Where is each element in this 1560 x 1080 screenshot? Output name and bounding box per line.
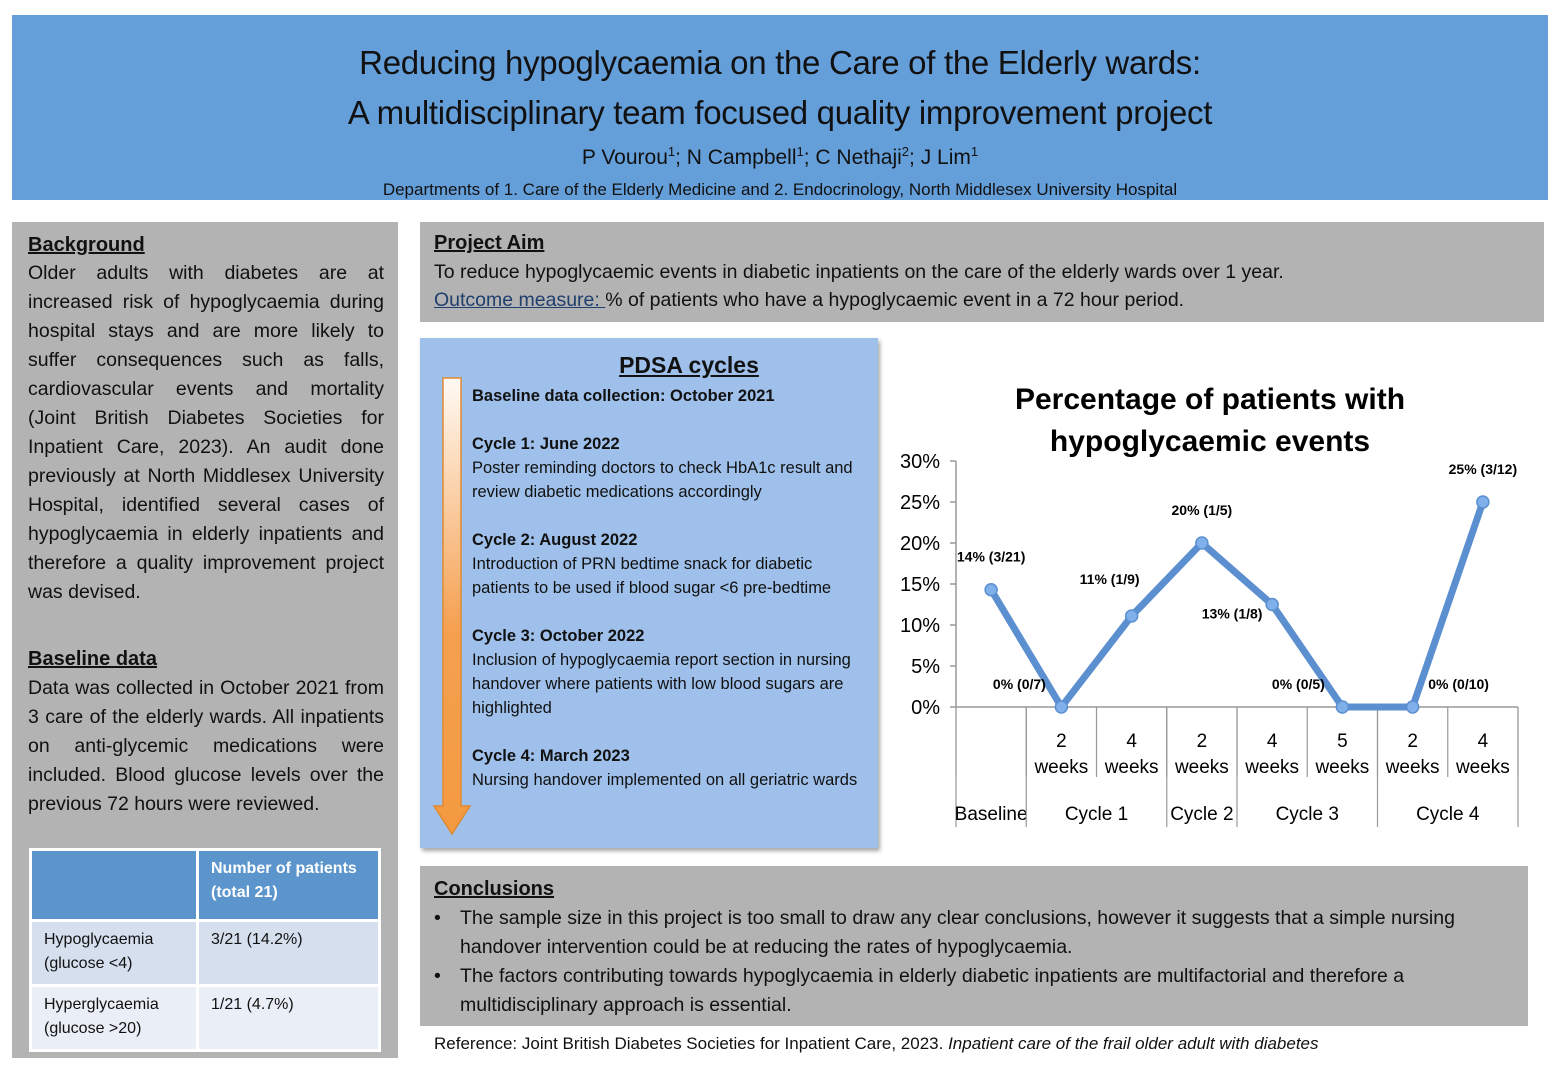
x-tick-label: weeks xyxy=(1314,757,1369,778)
x-tick-label: 4 xyxy=(1267,731,1278,752)
outcome-measure-link[interactable]: Outcome measure: xyxy=(434,289,606,311)
conclusions-panel: Conclusions • The sample size in this pro… xyxy=(420,866,1528,1026)
x-tick-label: weeks xyxy=(1385,757,1440,778)
chart-title: Percentage of patients with xyxy=(1015,383,1405,416)
data-point xyxy=(1124,609,1139,623)
data-point xyxy=(1195,536,1209,550)
author: C Nethaji2; xyxy=(815,144,921,169)
y-tick-label: 0% xyxy=(911,697,940,719)
data-point xyxy=(1265,597,1279,612)
data-label: 11% (1/9) xyxy=(1080,571,1140,587)
author: P Vourou1; xyxy=(581,144,687,169)
project-aim-panel: Project Aim To reduce hypoglycaemic even… xyxy=(420,222,1544,322)
x-tick-label: 4 xyxy=(1126,731,1137,752)
background-heading: Background xyxy=(28,234,145,256)
group-label: Cycle 4 xyxy=(1416,804,1480,825)
data-label: 25% (3/12) xyxy=(1449,461,1517,477)
y-tick-label: 20% xyxy=(900,533,940,555)
x-tick-label: 2 xyxy=(1197,731,1208,752)
baseline-heading: Baseline data xyxy=(28,648,157,670)
data-point xyxy=(1335,700,1350,714)
group-label: Baseline xyxy=(955,804,1028,825)
x-tick-label: weeks xyxy=(1455,757,1510,778)
background-text: Older adults with diabetes are at increa… xyxy=(28,262,384,603)
title-banner: Reducing hypoglycaemia on the Care of th… xyxy=(12,15,1548,200)
group-label: Cycle 1 xyxy=(1065,804,1128,825)
project-aim-heading: Project Aim xyxy=(434,232,545,254)
x-tick-label: 4 xyxy=(1478,731,1489,752)
table-header-cell: Number of patients (total 21) xyxy=(196,848,381,922)
data-label: 20% (1/5) xyxy=(1172,502,1233,518)
x-tick-label: weeks xyxy=(1174,757,1229,778)
table-header-row: Number of patients (total 21) xyxy=(29,848,381,922)
pdsa-item: Baseline data collection: October 2021 xyxy=(472,387,775,405)
author: J Lim1 xyxy=(920,144,979,169)
table-cell: 1/21 (4.7%) xyxy=(196,984,381,1052)
table-row: Hyperglycaemia (glucose >20) 1/21 (4.7%) xyxy=(29,984,381,1052)
outcome-measure-text: % of patients who have a hypoglycaemic e… xyxy=(605,289,1185,311)
pdsa-item: Cycle 3: October 2022 Inclusion of hypogl… xyxy=(472,627,851,717)
x-tick-label: 2 xyxy=(1407,731,1418,752)
conclusion-item: • The sample size in this project is too … xyxy=(434,904,1524,962)
pdsa-list: Baseline data collection: October 2021 C… xyxy=(472,384,872,816)
y-tick-label: 10% xyxy=(900,615,940,637)
bullet-icon: • xyxy=(434,965,441,987)
y-tick-label: 25% xyxy=(900,492,940,514)
authors: P Vourou1; N Campbell1; C Nethaji2; J Li… xyxy=(12,139,1548,171)
x-tick-label: 5 xyxy=(1337,731,1348,752)
timeline-arrow-icon xyxy=(432,377,472,836)
departments: Departments of 1. Care of the Elderly Me… xyxy=(382,180,1178,199)
data-point xyxy=(1054,700,1069,714)
table-row: Hypoglycaemia (glucose <4) 3/21 (14.2%) xyxy=(29,919,381,987)
outcome-measure: Outcome measure: % of patients who have … xyxy=(434,287,1184,313)
reference-title: Inpatient care of the frail older adult … xyxy=(948,1034,1319,1053)
y-tick-label: 30% xyxy=(900,451,940,473)
series-line xyxy=(987,498,1487,711)
data-label: 0% (0/7) xyxy=(993,676,1046,692)
x-tick-label: weeks xyxy=(1033,757,1088,778)
poster-title-line2: A multidisciplinary team focused quality… xyxy=(347,94,1213,131)
x-tick-label: weeks xyxy=(1104,757,1159,778)
project-aim-text: To reduce hypoglycaemic events in diabet… xyxy=(434,261,1284,283)
data-label: 0% (0/10) xyxy=(1428,676,1489,692)
data-point xyxy=(984,582,998,597)
data-label: 0% (0/5) xyxy=(1272,676,1325,692)
pdsa-title: PDSA cycles xyxy=(619,352,759,378)
poster-title-line1: Reducing hypoglycaemia on the Care of th… xyxy=(359,44,1201,81)
y-tick-label: 5% xyxy=(911,656,940,678)
chart-title: hypoglycaemic events xyxy=(1050,425,1370,458)
data-label: 14% (3/21) xyxy=(957,549,1025,565)
conclusions-heading: Conclusions xyxy=(434,878,555,900)
hypoglycaemia-chart: Percentage of patients with hypoglycaemic… xyxy=(880,345,1550,855)
pdsa-item: Cycle 4: March 2023 Nursing handover impl… xyxy=(472,747,858,789)
y-tick-label: 15% xyxy=(900,574,940,596)
reference: Reference: Joint British Diabetes Societ… xyxy=(434,1034,1319,1053)
pdsa-item: Cycle 2: August 2022 Introduction of PRN … xyxy=(472,531,832,597)
conclusions-list: • The sample size in this project is too … xyxy=(434,904,1524,1020)
baseline-table: Number of patients (total 21) Hypoglycae… xyxy=(29,848,381,1052)
author: N Campbell1; xyxy=(686,144,816,169)
table-cell: 3/21 (14.2%) xyxy=(196,919,381,987)
left-panel: Background Older adults with diabetes ar… xyxy=(12,222,398,1058)
baseline-text: Data was collected in October 2021 from … xyxy=(28,677,384,815)
data-point xyxy=(1476,495,1490,509)
x-tick-label: weeks xyxy=(1244,757,1299,778)
line-chart: Percentage of patients with hypoglycaemic… xyxy=(900,383,1519,827)
table-cell: Hyperglycaemia (glucose >20) xyxy=(29,984,199,1052)
bullet-icon: • xyxy=(434,907,441,929)
pdsa-cycles-box: PDSA cycles Baseline data collection: Oc… xyxy=(420,338,878,848)
group-label: Cycle 3 xyxy=(1276,804,1339,825)
table-header-cell xyxy=(29,848,199,922)
group-label: Cycle 2 xyxy=(1170,804,1233,825)
data-point xyxy=(1405,700,1420,714)
data-label: 13% (1/8) xyxy=(1202,606,1263,622)
conclusion-item: • The factors contributing towards hypog… xyxy=(434,962,1524,1020)
x-tick-label: 2 xyxy=(1056,731,1067,752)
table-cell: Hypoglycaemia (glucose <4) xyxy=(29,919,199,987)
pdsa-item: Cycle 1: June 2022 Poster reminding docto… xyxy=(472,435,853,501)
